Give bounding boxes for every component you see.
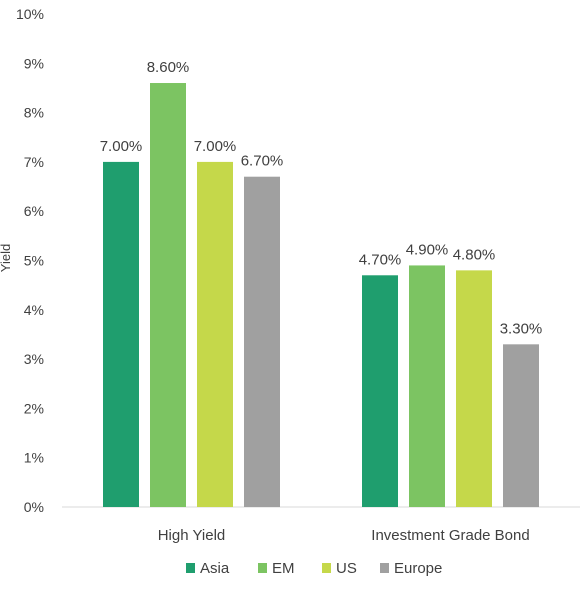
bars: [103, 83, 539, 508]
y-tick-label: 4%: [24, 302, 44, 318]
data-label: 4.90%: [406, 241, 449, 258]
bar-asia-1: [362, 275, 398, 507]
data-labels: 7.00%8.60%7.00%6.70%4.70%4.90% 4.80%3.30%: [100, 59, 543, 337]
bar-europe-0: [244, 176, 280, 507]
y-tick-label: 10%: [16, 6, 44, 22]
data-label: 4.70%: [359, 251, 402, 268]
legend-label: EM: [272, 560, 295, 577]
category-labels: High Yield Investment Grade Bond: [158, 527, 530, 544]
legend-label: US: [336, 560, 357, 577]
y-tick-label: 5%: [24, 253, 44, 269]
legend-swatch-europe: [380, 563, 389, 573]
legend: Asia EM US Europe: [186, 560, 442, 577]
data-label: 3.30%: [500, 320, 543, 337]
legend-swatch-em: [258, 563, 267, 573]
bar-us-0: [197, 161, 233, 507]
bar-asia-0: [103, 161, 139, 507]
bar-us-1: [456, 270, 492, 507]
data-label: 7.00%: [100, 138, 143, 155]
y-tick-label: 1%: [24, 450, 44, 466]
y-tick-label: 8%: [24, 105, 44, 121]
data-label: 8.60%: [147, 59, 190, 76]
legend-swatch-us: [322, 563, 331, 573]
legend-label: Europe: [394, 560, 442, 577]
y-tick-label: 2%: [24, 400, 44, 416]
y-axis-ticks: 0% 1% 2% 3% 4% 5% 6% 7% 8% 9% 10%: [16, 6, 44, 515]
y-axis-label: Yield: [0, 244, 13, 272]
bar-europe-1: [503, 344, 539, 507]
legend-swatch-asia: [186, 563, 195, 573]
legend-label: Asia: [200, 560, 230, 577]
y-tick-label: 3%: [24, 351, 44, 367]
category-label: Investment Grade Bond: [371, 527, 529, 544]
y-tick-label: 0%: [24, 499, 44, 515]
y-tick-label: 9%: [24, 55, 44, 71]
data-label: 4.80%: [453, 246, 496, 263]
data-label: 6.70%: [241, 153, 284, 170]
bar-em-1: [409, 265, 445, 507]
y-tick-label: 7%: [24, 154, 44, 170]
bar-em-0: [150, 83, 186, 508]
y-tick-label: 6%: [24, 203, 44, 219]
data-label: 7.00%: [194, 138, 237, 155]
category-label: High Yield: [158, 527, 226, 544]
